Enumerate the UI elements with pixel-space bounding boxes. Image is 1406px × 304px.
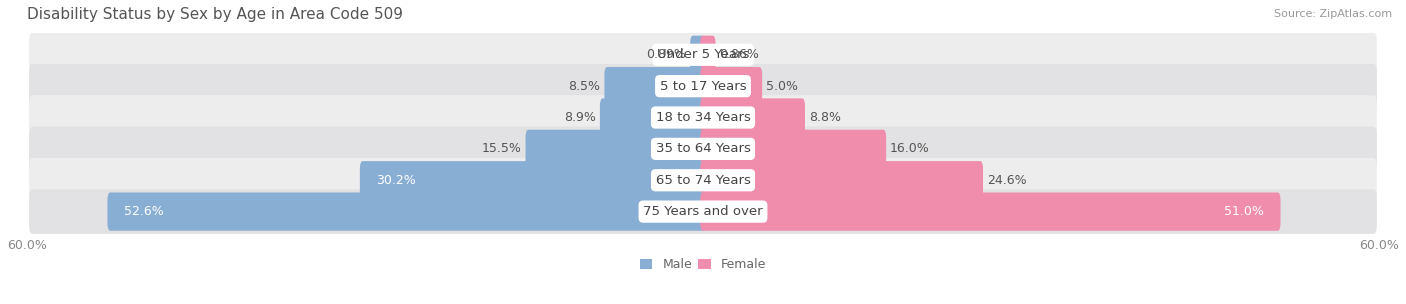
Text: Disability Status by Sex by Age in Area Code 509: Disability Status by Sex by Age in Area … bbox=[27, 7, 404, 22]
Legend: Male, Female: Male, Female bbox=[640, 258, 766, 271]
FancyBboxPatch shape bbox=[30, 95, 1376, 140]
FancyBboxPatch shape bbox=[30, 64, 1376, 109]
FancyBboxPatch shape bbox=[30, 126, 1376, 171]
Text: 35 to 64 Years: 35 to 64 Years bbox=[655, 142, 751, 155]
FancyBboxPatch shape bbox=[700, 98, 806, 137]
FancyBboxPatch shape bbox=[605, 67, 706, 105]
FancyBboxPatch shape bbox=[700, 36, 716, 74]
Text: 8.8%: 8.8% bbox=[808, 111, 841, 124]
Text: 8.9%: 8.9% bbox=[564, 111, 596, 124]
Text: Source: ZipAtlas.com: Source: ZipAtlas.com bbox=[1274, 9, 1392, 19]
Text: 15.5%: 15.5% bbox=[482, 142, 522, 155]
FancyBboxPatch shape bbox=[690, 36, 706, 74]
FancyBboxPatch shape bbox=[360, 161, 706, 199]
FancyBboxPatch shape bbox=[700, 161, 983, 199]
Text: Under 5 Years: Under 5 Years bbox=[657, 48, 749, 61]
Text: 18 to 34 Years: 18 to 34 Years bbox=[655, 111, 751, 124]
Text: 52.6%: 52.6% bbox=[124, 205, 163, 218]
Text: 8.5%: 8.5% bbox=[568, 80, 600, 93]
Text: 24.6%: 24.6% bbox=[987, 174, 1026, 187]
Text: 0.86%: 0.86% bbox=[720, 48, 759, 61]
Text: 5 to 17 Years: 5 to 17 Years bbox=[659, 80, 747, 93]
Text: 51.0%: 51.0% bbox=[1225, 205, 1264, 218]
Text: 75 Years and over: 75 Years and over bbox=[643, 205, 763, 218]
FancyBboxPatch shape bbox=[700, 130, 886, 168]
FancyBboxPatch shape bbox=[107, 192, 706, 231]
FancyBboxPatch shape bbox=[30, 33, 1376, 77]
FancyBboxPatch shape bbox=[526, 130, 706, 168]
FancyBboxPatch shape bbox=[600, 98, 706, 137]
FancyBboxPatch shape bbox=[30, 158, 1376, 202]
Text: 0.89%: 0.89% bbox=[647, 48, 686, 61]
Text: 5.0%: 5.0% bbox=[766, 80, 799, 93]
Text: 16.0%: 16.0% bbox=[890, 142, 929, 155]
FancyBboxPatch shape bbox=[700, 67, 762, 105]
FancyBboxPatch shape bbox=[30, 189, 1376, 234]
FancyBboxPatch shape bbox=[700, 192, 1281, 231]
Text: 65 to 74 Years: 65 to 74 Years bbox=[655, 174, 751, 187]
Text: 30.2%: 30.2% bbox=[377, 174, 416, 187]
